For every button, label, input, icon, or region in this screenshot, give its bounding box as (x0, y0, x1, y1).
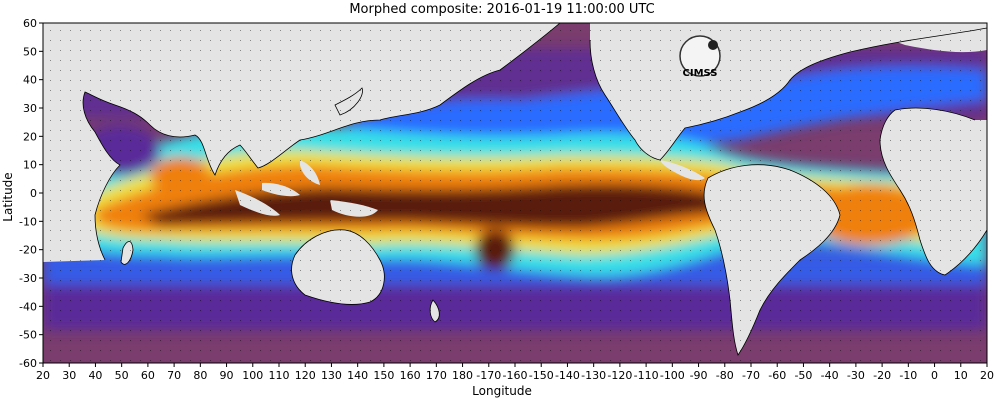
map-title: Morphed composite: 2016-01-19 11:00:00 U… (349, 2, 655, 17)
y-tick-label: -50 (19, 329, 37, 342)
x-tick-label: 20 (36, 369, 50, 382)
grid-dots (43, 23, 987, 363)
x-tick-label: 150 (373, 369, 394, 382)
x-tick-label: 20 (980, 369, 994, 382)
x-tick-label: 30 (62, 369, 76, 382)
x-tick-label: 0 (931, 369, 938, 382)
x-tick-label: 40 (88, 369, 102, 382)
x-tick-label: -120 (607, 369, 632, 382)
x-tick-label: 160 (400, 369, 421, 382)
y-axis-ticks: 60 50 40 30 20 10 0 -10 -20 -30 -40 -50 -60 (19, 17, 43, 370)
x-tick-label: 110 (269, 369, 290, 382)
y-tick-label: 60 (23, 17, 37, 30)
x-tick-label: -100 (660, 369, 685, 382)
x-tick-label: -30 (847, 369, 865, 382)
y-tick-label: 10 (23, 159, 37, 172)
x-tick-label: -60 (768, 369, 786, 382)
x-tick-label: -160 (503, 369, 528, 382)
y-tick-label: -30 (19, 272, 37, 285)
x-tick-label: -90 (690, 369, 708, 382)
x-tick-label: 120 (295, 369, 316, 382)
x-tick-label: 100 (242, 369, 263, 382)
x-tick-label: 50 (115, 369, 129, 382)
x-tick-label: -130 (581, 369, 606, 382)
x-axis-ticks: 20 30 40 50 60 70 80 90 100 110 120 130 140 150 160 170… (36, 363, 994, 382)
y-tick-label: -40 (19, 300, 37, 313)
x-tick-label: 130 (321, 369, 342, 382)
x-tick-label: 70 (167, 369, 181, 382)
x-tick-label: -170 (476, 369, 501, 382)
y-tick-label: 0 (30, 187, 37, 200)
y-tick-label: -10 (19, 215, 37, 228)
y-tick-label: 30 (23, 102, 37, 115)
x-tick-label: 80 (193, 369, 207, 382)
x-tick-label: -80 (716, 369, 734, 382)
x-tick-label: -10 (899, 369, 917, 382)
x-tick-label: -50 (794, 369, 812, 382)
y-tick-label: 20 (23, 130, 37, 143)
x-tick-label: 10 (954, 369, 968, 382)
y-tick-label: -20 (19, 244, 37, 257)
x-tick-label: -140 (555, 369, 580, 382)
x-tick-label: 170 (426, 369, 447, 382)
x-tick-label: -150 (529, 369, 554, 382)
x-tick-label: 90 (220, 369, 234, 382)
x-axis-label: Longitude (472, 384, 532, 398)
x-tick-label: 180 (452, 369, 473, 382)
y-tick-label: 40 (23, 74, 37, 87)
y-tick-label: 50 (23, 45, 37, 58)
x-tick-label: 60 (141, 369, 155, 382)
x-tick-label: 140 (347, 369, 368, 382)
cimss-logo: CIMSS (679, 35, 721, 79)
x-tick-label: -70 (742, 369, 760, 382)
logo-text: CIMSS (683, 68, 718, 79)
x-tick-label: -110 (634, 369, 659, 382)
x-tick-label: -40 (821, 369, 839, 382)
x-tick-label: -20 (873, 369, 891, 382)
y-tick-label: -60 (19, 357, 37, 370)
